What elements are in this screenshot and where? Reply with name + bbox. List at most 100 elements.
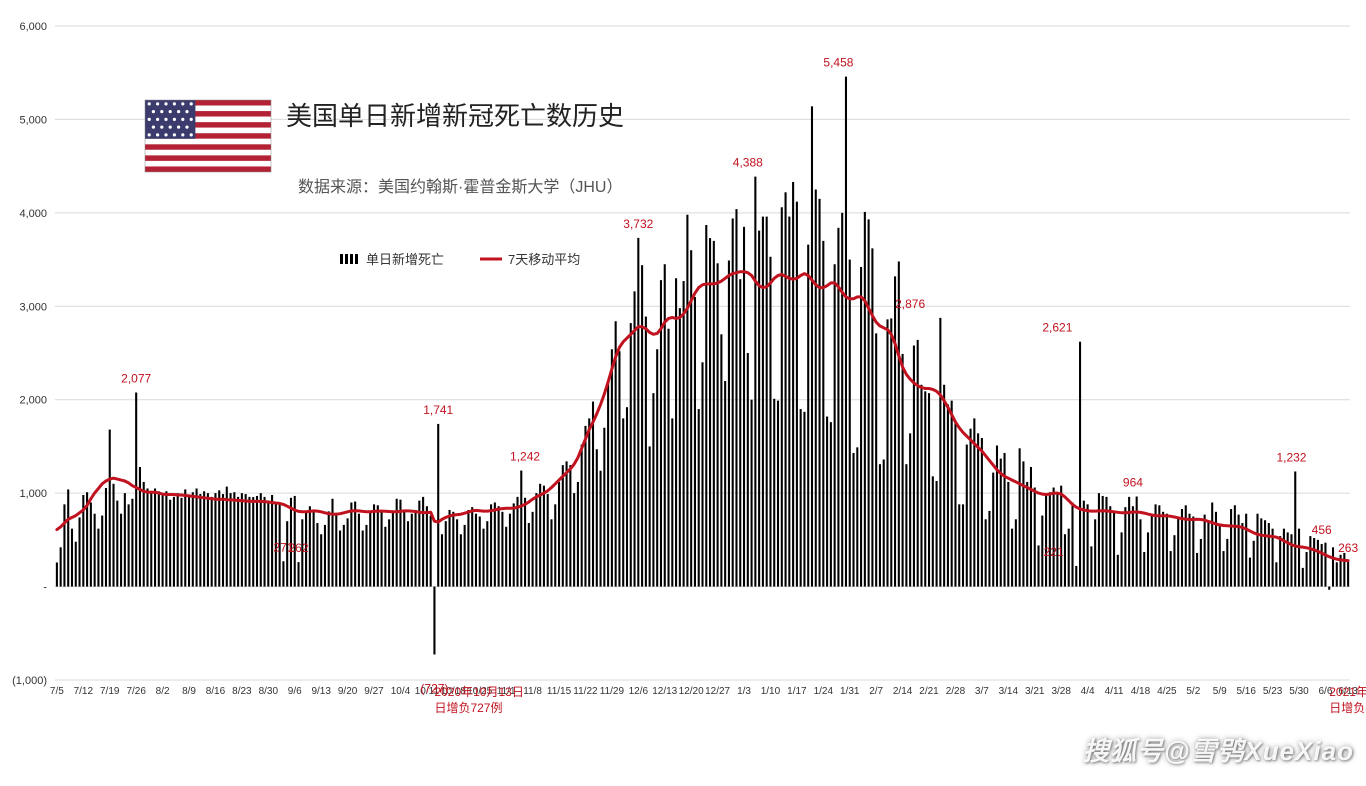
bar xyxy=(90,502,92,586)
bar xyxy=(1022,461,1024,586)
legend-swatch-bar xyxy=(340,254,343,264)
bar xyxy=(297,562,299,586)
bar xyxy=(94,514,96,587)
bar xyxy=(1317,540,1319,587)
x-tick-label: 5/23 xyxy=(1263,686,1283,697)
x-tick-label: 1/3 xyxy=(737,686,751,697)
bar xyxy=(1045,493,1047,586)
bar xyxy=(550,519,552,586)
bar xyxy=(788,217,790,587)
bar xyxy=(868,219,870,586)
bar xyxy=(875,333,877,586)
bar xyxy=(630,323,632,586)
bar xyxy=(513,503,515,586)
bar xyxy=(131,499,133,587)
bar xyxy=(637,238,639,587)
bar xyxy=(739,279,741,586)
bar xyxy=(264,497,266,587)
bar xyxy=(1121,532,1123,586)
bar xyxy=(365,525,367,587)
bar xyxy=(1143,552,1145,587)
bar xyxy=(482,529,484,587)
x-tick-label: 9/27 xyxy=(364,686,384,697)
bar xyxy=(177,493,179,586)
annotation-text: 2020年10月13日 xyxy=(434,685,523,699)
data-label: 1,741 xyxy=(423,403,453,417)
bar xyxy=(1030,467,1032,587)
bar xyxy=(218,490,220,586)
bar xyxy=(819,199,821,587)
bar xyxy=(807,245,809,587)
bar xyxy=(415,510,417,587)
x-tick-label: 1/31 xyxy=(840,686,860,697)
bar xyxy=(199,494,201,586)
bar xyxy=(735,209,737,586)
bar xyxy=(992,473,994,587)
x-tick-label: 9/6 xyxy=(288,686,302,697)
bar xyxy=(1192,517,1194,587)
bar xyxy=(1309,536,1311,586)
bar xyxy=(528,523,530,587)
bar xyxy=(785,192,787,586)
bar xyxy=(694,297,696,587)
bar xyxy=(554,504,556,586)
bar xyxy=(320,534,322,586)
bar xyxy=(358,514,360,587)
data-label: 5,458 xyxy=(823,56,853,70)
bar xyxy=(422,497,424,587)
bar xyxy=(1219,525,1221,587)
bar xyxy=(437,424,439,587)
bar xyxy=(1049,492,1051,586)
bar xyxy=(1037,545,1039,586)
annotation-text: 2021年6月11日 xyxy=(1329,685,1366,699)
bar xyxy=(1158,505,1160,586)
bar xyxy=(815,190,817,587)
bar xyxy=(822,241,824,587)
bar xyxy=(316,523,318,587)
bar xyxy=(1004,453,1006,587)
bar xyxy=(1034,488,1036,587)
bar xyxy=(1132,506,1134,586)
data-label: 262 xyxy=(289,541,309,555)
bar xyxy=(652,393,654,586)
bar xyxy=(1226,539,1228,587)
bar xyxy=(603,428,605,587)
bar xyxy=(769,257,771,587)
bar xyxy=(1000,459,1002,587)
bar xyxy=(1113,511,1115,587)
bar xyxy=(1268,523,1270,587)
data-label: 964 xyxy=(1123,476,1143,490)
bar xyxy=(675,278,677,586)
x-tick-label: 8/30 xyxy=(259,686,279,697)
bar xyxy=(1068,529,1070,587)
bar xyxy=(932,476,934,586)
bar xyxy=(150,491,152,587)
y-tick-label: - xyxy=(43,582,47,594)
bar xyxy=(381,512,383,587)
bar xyxy=(584,426,586,587)
data-label: 2,621 xyxy=(1042,321,1072,335)
x-tick-label: 8/16 xyxy=(206,686,226,697)
bar xyxy=(607,381,609,587)
bar xyxy=(1075,566,1077,587)
bar xyxy=(369,511,371,587)
bar xyxy=(1090,546,1092,586)
x-tick-label: 11/15 xyxy=(547,686,572,697)
bar xyxy=(403,510,405,587)
bar xyxy=(248,497,250,587)
x-tick-label: 1/10 xyxy=(761,686,781,697)
bar xyxy=(1347,562,1349,587)
y-tick-label: 1,000 xyxy=(19,488,47,500)
bar xyxy=(433,587,435,655)
bar xyxy=(252,497,254,587)
x-tick-label: 8/9 xyxy=(182,686,196,697)
bar xyxy=(1170,551,1172,587)
bar xyxy=(184,489,186,586)
bar xyxy=(1196,553,1198,587)
bar xyxy=(373,504,375,586)
bar xyxy=(192,492,194,586)
data-label: 263 xyxy=(1338,541,1358,555)
bar xyxy=(705,225,707,587)
bar xyxy=(441,534,443,586)
data-label: 221 xyxy=(1044,545,1064,559)
